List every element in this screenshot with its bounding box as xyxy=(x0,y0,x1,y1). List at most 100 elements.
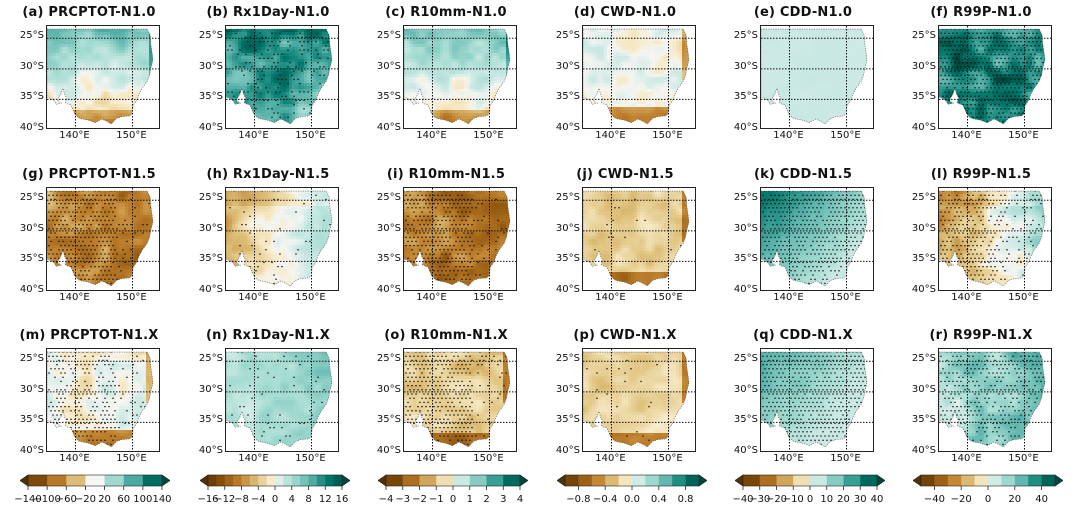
grid-cell xyxy=(65,95,69,99)
grid-cell xyxy=(470,98,474,102)
grid-cell xyxy=(476,38,480,42)
grid-cell xyxy=(155,107,158,110)
grid-cell xyxy=(68,56,72,60)
grid-cell xyxy=(262,38,266,42)
grid-cell xyxy=(655,83,659,87)
grid-cell xyxy=(125,86,129,90)
grid-cell xyxy=(110,53,114,57)
grid-cell xyxy=(482,62,486,66)
grid-cell xyxy=(331,47,332,51)
grid-cell xyxy=(425,122,429,124)
grid-cell xyxy=(295,62,299,66)
grid-cell xyxy=(304,98,308,102)
grid-cell xyxy=(667,74,671,78)
grid-cell xyxy=(238,68,242,72)
grid-cell xyxy=(407,35,411,39)
grid-cell xyxy=(247,71,251,75)
grid-cell xyxy=(319,110,323,114)
grid-cell xyxy=(431,74,435,78)
grid-cell xyxy=(50,53,54,57)
grid-cell xyxy=(137,71,141,75)
grid-cell xyxy=(122,107,126,111)
grid-cell xyxy=(634,77,638,81)
grid-cell xyxy=(676,59,680,63)
grid-cell xyxy=(646,38,650,42)
grid-cell xyxy=(679,32,683,36)
grid-cell xyxy=(316,71,320,75)
grid-cell xyxy=(652,47,656,51)
grid-cell xyxy=(74,92,78,96)
grid-cell xyxy=(691,65,694,68)
grid-cell xyxy=(307,119,311,123)
grid-cell xyxy=(604,71,608,75)
grid-cell xyxy=(71,80,75,84)
grid-cell xyxy=(53,50,57,54)
grid-cell xyxy=(125,92,129,96)
grid-cell xyxy=(404,53,408,57)
significance-dot xyxy=(291,91,293,93)
grid-cell xyxy=(503,122,507,124)
grid-cell xyxy=(470,116,474,120)
grid-cell xyxy=(74,128,77,129)
grid-cell xyxy=(337,59,339,62)
grid-cell xyxy=(307,77,311,81)
grid-cell xyxy=(583,47,587,51)
grid-cell xyxy=(419,56,423,60)
grid-cell xyxy=(410,101,414,105)
grid-cell xyxy=(122,122,126,124)
grid-cell xyxy=(286,44,290,48)
significance-dot xyxy=(257,78,259,81)
grid-cell xyxy=(488,128,491,129)
grid-cell xyxy=(244,65,248,69)
grid-cell xyxy=(104,47,108,51)
grid-cell xyxy=(509,50,510,54)
grid-cell xyxy=(601,68,605,72)
grid-cell xyxy=(310,92,314,96)
grid-cell xyxy=(80,89,84,93)
grid-cell xyxy=(616,35,620,39)
grid-cell xyxy=(277,68,281,72)
grid-cell xyxy=(610,80,614,84)
grid-cell xyxy=(259,59,263,63)
grid-cell xyxy=(89,80,93,84)
grid-cell xyxy=(152,107,153,111)
grid-cell xyxy=(152,29,153,33)
grid-cell xyxy=(325,95,329,99)
grid-cell xyxy=(80,47,84,51)
grid-cell xyxy=(304,95,308,99)
grid-cell xyxy=(325,119,329,123)
grid-cell xyxy=(232,38,236,42)
grid-cell xyxy=(440,101,444,105)
grid-cell xyxy=(295,95,299,99)
grid-cell xyxy=(304,104,308,108)
grid-cell xyxy=(104,71,108,75)
grid-cell xyxy=(685,62,689,66)
grid-cell xyxy=(476,80,480,84)
grid-cell xyxy=(116,44,120,48)
grid-cell xyxy=(610,38,614,42)
grid-cell xyxy=(143,71,147,75)
grid-cell xyxy=(110,62,114,66)
grid-cell xyxy=(467,83,471,87)
grid-cell xyxy=(670,59,674,63)
grid-cell xyxy=(443,62,447,66)
grid-cell xyxy=(476,68,480,72)
grid-cell xyxy=(74,104,78,108)
grid-cell xyxy=(464,104,468,108)
grid-cell xyxy=(226,95,230,99)
grid-cell xyxy=(455,86,459,90)
grid-cell xyxy=(92,92,96,96)
grid-cell xyxy=(322,68,326,72)
grid-cell xyxy=(476,89,480,93)
grid-cell xyxy=(431,50,435,54)
grid-cell xyxy=(238,62,242,66)
grid-cell xyxy=(649,53,653,57)
grid-cell xyxy=(119,59,123,63)
grid-cell xyxy=(434,38,438,42)
grid-cell xyxy=(259,89,263,93)
grid-cell xyxy=(479,122,483,124)
grid-cell xyxy=(229,110,233,114)
grid-cell xyxy=(619,32,623,36)
grid-cell xyxy=(586,65,590,69)
grid-cell xyxy=(322,80,326,84)
